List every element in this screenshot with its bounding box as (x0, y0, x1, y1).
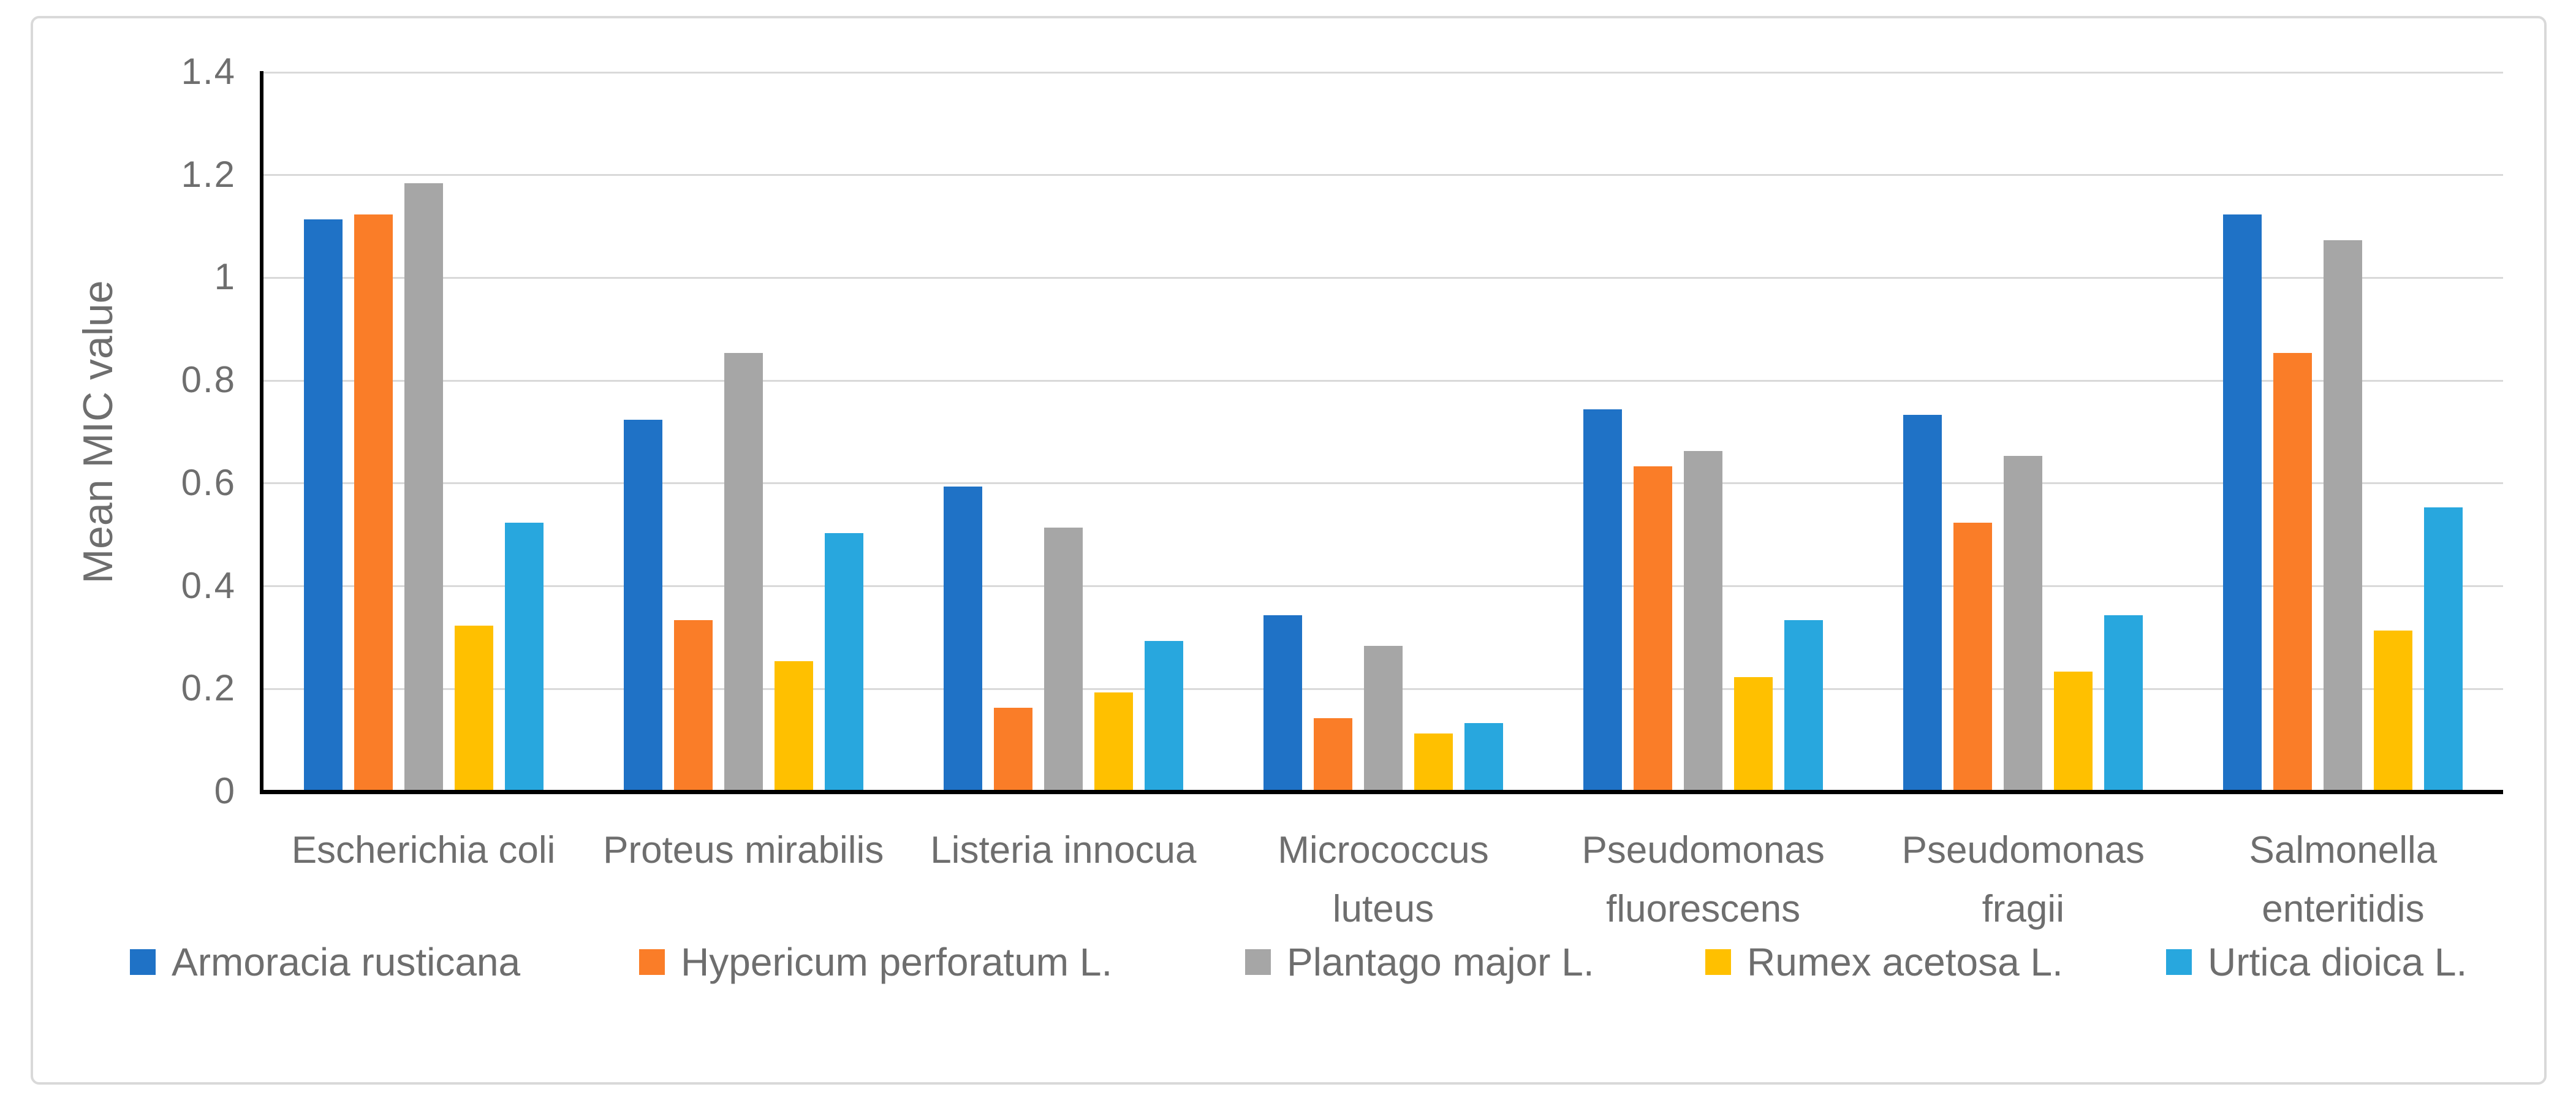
bar-urtica-dioica-l (824, 533, 863, 790)
bar-urtica-dioica-l (504, 522, 544, 790)
x-category-label-line: Pseudomonas (1582, 829, 1825, 871)
bar-plantago-major-l (2004, 455, 2043, 790)
y-tick-label: 1.4 (181, 51, 236, 92)
x-category-label-line: luteus (1332, 888, 1434, 930)
bar-armoracia-rusticana (1583, 409, 1623, 790)
y-tick-label: 0 (214, 770, 236, 811)
x-category-label: Pseudomonas fragii (1863, 821, 2183, 939)
x-category-label-line: Escherichia coli (291, 829, 556, 871)
bar-plantago-major-l (2324, 240, 2363, 790)
legend-label: Hypericum perforatum L. (681, 940, 1113, 984)
gridline (263, 379, 2503, 382)
bar-hypericum-perforatum-l (1634, 466, 1673, 790)
bar-urtica-dioica-l (2104, 615, 2143, 790)
legend-label: Rumex acetosa L. (1747, 940, 2063, 984)
y-tick-label: 0.6 (181, 461, 236, 503)
y-tick-label: 0.2 (181, 667, 236, 709)
bar-hypericum-perforatum-l (1953, 522, 1993, 790)
bar-rumex-acetosa-l (1734, 677, 1773, 790)
bar-rumex-acetosa-l (1094, 692, 1133, 790)
legend-swatch-icon (639, 949, 665, 975)
x-category-label: Escherichia coli (263, 821, 583, 880)
x-category-label: Salmonella enteritidis (2183, 821, 2503, 939)
y-tick-label: 1 (214, 256, 236, 298)
gridline (263, 482, 2503, 485)
bar-plantago-major-l (1684, 450, 1723, 790)
x-category-label-line: fragii (1982, 888, 2064, 930)
bar-armoracia-rusticana (1903, 414, 1942, 790)
x-category-label-line: Listeria innocua (930, 829, 1197, 871)
x-category-label: Proteus mirabilis (583, 821, 903, 880)
legend-label: Armoracia rusticana (172, 940, 521, 984)
x-category-label-line: Micrococcus (1278, 829, 1489, 871)
gridline (263, 174, 2503, 176)
bar-plantago-major-l (404, 183, 443, 790)
legend-item: Hypericum perforatum L. (639, 940, 1113, 984)
x-category-label-line: Salmonella (2249, 829, 2438, 871)
bar-armoracia-rusticana (303, 219, 343, 790)
legend-label: Plantago major L. (1287, 940, 1594, 984)
legend-item: Armoracia rusticana (130, 940, 521, 984)
x-category-label: Listeria innocua (903, 821, 1223, 880)
chart-outer-border (31, 16, 2547, 1085)
y-tick-label: 1.2 (181, 153, 236, 195)
bar-hypericum-perforatum-l (1314, 718, 1352, 790)
legend-item: Urtica dioica L. (2166, 940, 2468, 984)
gridline (263, 276, 2503, 279)
gridline (263, 71, 2503, 74)
legend-swatch-icon (2166, 949, 2192, 975)
bar-rumex-acetosa-l (2054, 672, 2093, 790)
bar-armoracia-rusticana (2223, 214, 2262, 790)
x-category-label-line: Pseudomonas (1901, 829, 2145, 871)
bar-armoracia-rusticana (1263, 615, 1302, 790)
x-category-label: Pseudomonas fluorescens (1544, 821, 1863, 939)
legend-swatch-icon (1245, 949, 1271, 975)
bar-armoracia-rusticana (623, 420, 662, 790)
bar-rumex-acetosa-l (1414, 733, 1453, 790)
legend-swatch-icon (1705, 949, 1731, 975)
x-category-label-line: enteritidis (2262, 888, 2425, 930)
bar-urtica-dioica-l (1464, 722, 1503, 790)
bar-hypericum-perforatum-l (2273, 353, 2313, 790)
y-axis-line (260, 71, 263, 794)
x-category-label-line: fluorescens (1606, 888, 1801, 930)
bar-rumex-acetosa-l (774, 661, 813, 790)
bar-urtica-dioica-l (1144, 640, 1183, 790)
legend-label: Urtica dioica L. (2208, 940, 2468, 984)
bar-rumex-acetosa-l (454, 625, 493, 790)
bar-hypericum-perforatum-l (673, 620, 713, 790)
bar-plantago-major-l (1044, 528, 1083, 790)
y-tick-label: 0.4 (181, 564, 236, 606)
bar-plantago-major-l (1364, 646, 1403, 790)
bar-plantago-major-l (724, 353, 763, 790)
bar-hypericum-perforatum-l (354, 214, 393, 790)
bar-rumex-acetosa-l (2374, 631, 2413, 790)
bar-armoracia-rusticana (943, 487, 982, 790)
bar-hypericum-perforatum-l (993, 707, 1032, 790)
x-category-label-line: Proteus mirabilis (603, 829, 884, 871)
bar-urtica-dioica-l (2424, 507, 2463, 790)
y-tick-label: 0.8 (181, 359, 236, 401)
x-axis-line (260, 790, 2503, 794)
bar-urtica-dioica-l (1784, 620, 1824, 790)
legend-swatch-icon (130, 949, 156, 975)
legend-item: Rumex acetosa L. (1705, 940, 2063, 984)
legend-item: Plantago major L. (1245, 940, 1594, 984)
y-axis-title-text: Mean MIC value (75, 280, 121, 584)
x-category-label: Micrococcus luteus (1224, 821, 1544, 939)
gridline (263, 585, 2503, 588)
